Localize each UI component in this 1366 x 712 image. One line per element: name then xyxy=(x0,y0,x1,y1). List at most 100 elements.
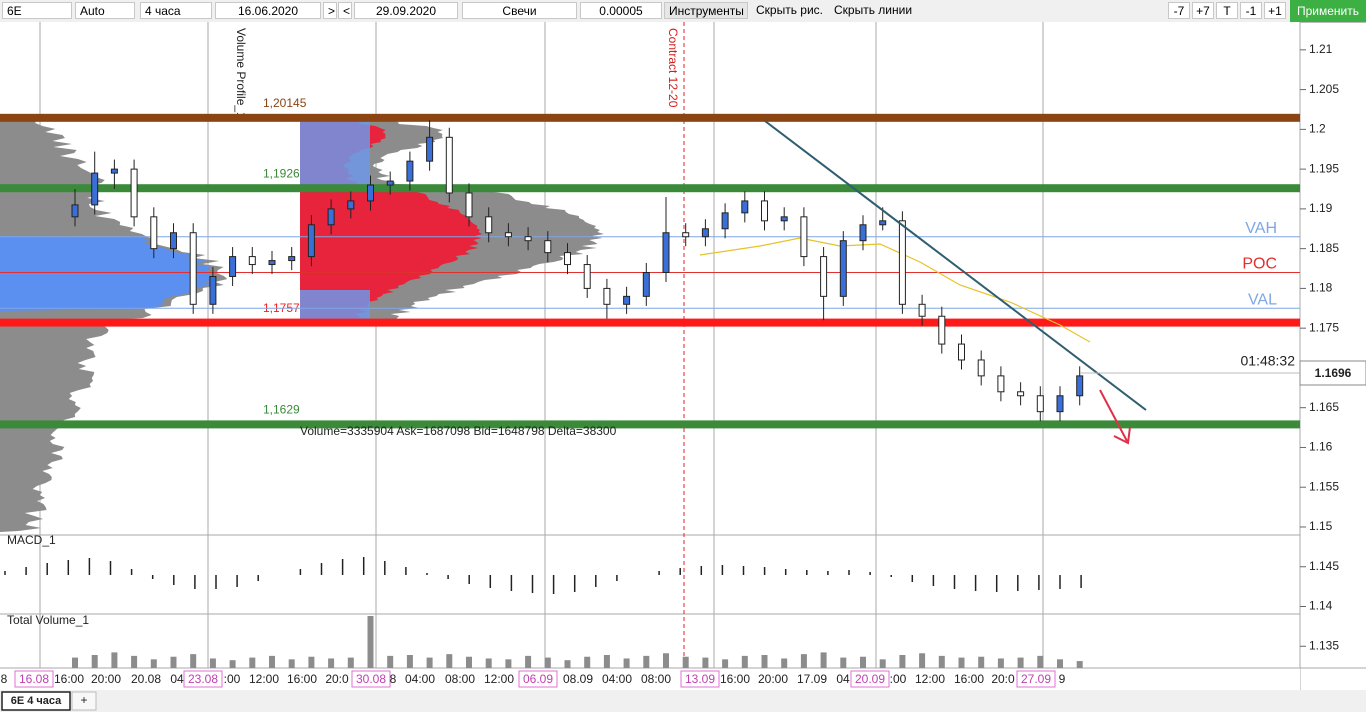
zoom-button[interactable]: -7 xyxy=(1168,2,1190,19)
time-label: 08:00 xyxy=(445,672,475,686)
volume-bar xyxy=(682,656,689,668)
volume-bar xyxy=(781,658,788,668)
tab[interactable] xyxy=(1,691,71,711)
candle-body xyxy=(958,343,965,361)
zoom-button[interactable]: T xyxy=(1216,2,1238,19)
volume-bar xyxy=(209,658,216,668)
tools-button[interactable]: Инструменты xyxy=(664,2,748,19)
time-label-box xyxy=(1016,670,1056,688)
volume-bar xyxy=(170,656,177,668)
chart-type-select[interactable]: Свечи xyxy=(462,2,577,19)
volume-bar xyxy=(919,653,926,668)
scale-select[interactable]: Auto xyxy=(75,2,135,19)
volume-bar xyxy=(741,655,748,668)
timeframe-select[interactable]: 4 часа xyxy=(140,2,212,19)
candle-body xyxy=(524,236,532,242)
candle-body xyxy=(71,204,79,218)
volume-bar xyxy=(91,655,98,668)
next-button[interactable]: > xyxy=(323,2,337,19)
hide-drawings[interactable]: Скрыть рис. xyxy=(756,3,824,17)
candle-body xyxy=(504,232,512,238)
time-label: 30.08 xyxy=(356,672,386,686)
volume-bar xyxy=(1057,659,1063,668)
volume-profiles xyxy=(0,120,604,532)
price-tick-label: 1.155 xyxy=(1309,479,1339,493)
time-label: 04 xyxy=(836,672,850,686)
time-label: 16:00 xyxy=(720,672,750,686)
volume-bar xyxy=(387,655,394,668)
tab-label[interactable]: 6E 4 часа xyxy=(11,695,62,707)
candle-body xyxy=(288,256,296,262)
candle-body xyxy=(544,240,552,254)
candle-body xyxy=(426,136,434,162)
macd-label: MACD_1 xyxy=(7,533,56,547)
candle-body xyxy=(465,192,473,218)
volume-bar xyxy=(722,659,729,668)
symbol-select[interactable]: 6E xyxy=(2,2,72,19)
volume-bar xyxy=(938,655,945,668)
volume-bar xyxy=(72,657,78,668)
tick-size[interactable]: 0.00005 xyxy=(580,2,662,19)
new-tab[interactable] xyxy=(71,691,97,711)
candle-body xyxy=(820,256,828,297)
time-label: 16.08 xyxy=(19,672,49,686)
volume-bar xyxy=(249,657,256,668)
time-label: 04 xyxy=(170,672,184,686)
value-area-label: VAL xyxy=(1248,292,1277,309)
zoom-button[interactable]: +1 xyxy=(1264,2,1286,19)
candle-body xyxy=(898,220,906,305)
level-label: 1,1629 xyxy=(263,403,300,417)
volume-bar xyxy=(603,655,610,668)
time-label: 8 xyxy=(1,672,8,686)
date-from[interactable]: 16.06.2020 xyxy=(215,2,321,19)
date-to[interactable]: 29.09.2020 xyxy=(354,2,458,19)
candle-body xyxy=(603,287,611,305)
volume-bar xyxy=(800,654,807,668)
value-area-label: VAH xyxy=(1245,220,1277,237)
candle-body xyxy=(307,224,315,258)
price-tick-label: 1.19 xyxy=(1309,201,1333,215)
candle-body xyxy=(209,275,217,305)
time-label: 20.09 xyxy=(855,672,885,686)
volume-bar xyxy=(269,655,275,668)
level-line xyxy=(0,420,1300,429)
volume-bar xyxy=(663,653,669,668)
volume-bar xyxy=(997,658,1004,668)
volume-bar xyxy=(1037,655,1044,668)
profile-stats: Volume=3335904 Ask=1687098 Bid=1648798 D… xyxy=(300,424,617,438)
volume-profile-label: Volume Profile_1 xyxy=(234,28,248,119)
time-label: 20:0 xyxy=(991,672,1015,686)
hide-lines[interactable]: Скрыть линии xyxy=(834,3,913,17)
volume-bar xyxy=(131,655,138,668)
time-label-box xyxy=(351,670,391,688)
candle-body xyxy=(800,216,808,258)
candle-body xyxy=(879,220,887,226)
apply-button[interactable]: Применить xyxy=(1290,0,1366,22)
new-tab-label[interactable]: + xyxy=(80,693,87,707)
candle-body xyxy=(918,303,926,317)
volume-bar xyxy=(840,657,847,668)
price-tick-label: 1.2 xyxy=(1309,122,1326,136)
volume-bar xyxy=(1076,661,1083,668)
contract-label: Contract 12-20 xyxy=(666,28,680,108)
zoom-button[interactable]: -1 xyxy=(1240,2,1262,19)
candle-body xyxy=(721,212,729,230)
candle-body xyxy=(859,224,867,242)
time-label-box xyxy=(850,670,890,688)
left-profile-value-area xyxy=(0,236,216,311)
zoom-button[interactable]: +7 xyxy=(1192,2,1214,19)
volume-bar xyxy=(485,658,492,668)
time-label: 17.09 xyxy=(797,672,827,686)
time-label: :00 xyxy=(224,672,241,686)
time-label: :00 xyxy=(890,672,907,686)
volume-bar xyxy=(899,655,906,668)
price-tick-label: 1.16 xyxy=(1309,440,1333,454)
candle-body xyxy=(1036,395,1044,413)
volume-bar xyxy=(190,654,197,668)
candle-body xyxy=(1056,395,1064,413)
prev-button[interactable]: < xyxy=(338,2,352,19)
volume-bar xyxy=(111,652,118,668)
volume-bar xyxy=(328,658,335,668)
volume-bar xyxy=(544,657,551,668)
time-label: 9 xyxy=(1059,672,1066,686)
